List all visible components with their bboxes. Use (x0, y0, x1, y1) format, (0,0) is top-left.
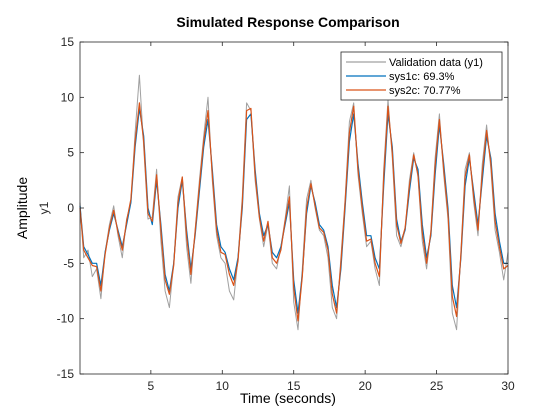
y-tick-label: 10 (61, 90, 75, 104)
x-axis-ticks: 5 10 15 20 25 30 (148, 42, 515, 393)
chart-title: Simulated Response Comparison (176, 14, 399, 30)
y-axis-label: Amplitude (14, 177, 30, 239)
channel-label: y1 (37, 201, 51, 214)
x-tick-label: 5 (148, 379, 155, 393)
y-axis-ticks: -15 -10 -5 0 5 10 15 (57, 35, 508, 381)
legend: Validation data (y1) sys1c: 69.3% sys2c:… (340, 51, 503, 101)
y-tick-label: 15 (61, 35, 75, 49)
y-tick-label: -10 (57, 312, 75, 326)
legend-label-validation: Validation data (y1) (389, 57, 483, 69)
y-tick-label: -15 (57, 367, 75, 381)
x-tick-label: 15 (287, 379, 301, 393)
x-axis-label: Time (seconds) (240, 390, 336, 406)
x-tick-label: 30 (501, 379, 515, 393)
x-tick-label: 20 (358, 379, 372, 393)
legend-label-sys2c: sys2c: 70.77% (389, 85, 461, 97)
series-layer (79, 74, 509, 331)
y-tick-label: 0 (67, 201, 74, 215)
x-tick-label: 25 (430, 379, 444, 393)
legend-label-sys1c: sys1c: 69.3% (389, 71, 455, 83)
series-line-sys2c (79, 102, 509, 322)
y-tick-label: 5 (67, 146, 74, 160)
x-tick-label: 10 (216, 379, 230, 393)
y-tick-label: -5 (63, 256, 74, 270)
